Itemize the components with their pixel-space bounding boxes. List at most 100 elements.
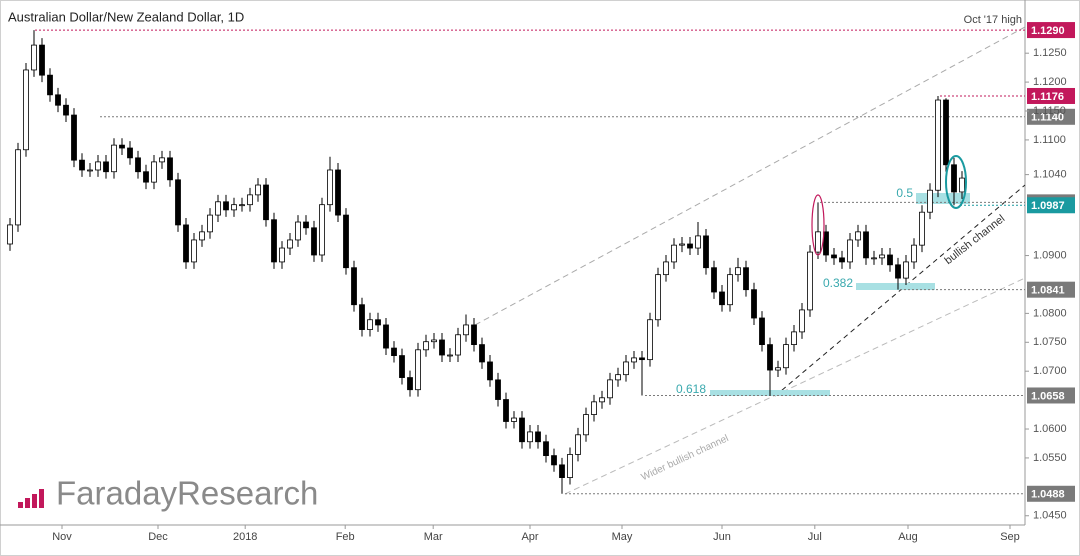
candle-body xyxy=(615,374,621,381)
candle-body xyxy=(295,221,301,241)
x-tick-label: 2018 xyxy=(233,531,257,543)
y-tick-label: 1.0800 xyxy=(1033,307,1067,319)
candle-body xyxy=(335,169,341,216)
candle-body xyxy=(839,257,845,263)
candle-body xyxy=(831,254,837,259)
candle-body xyxy=(959,177,965,193)
candle-body xyxy=(703,235,709,269)
candle-body xyxy=(895,264,901,279)
level-label: 1.0488 xyxy=(1031,489,1065,501)
candle-body xyxy=(343,214,349,269)
candle-body xyxy=(575,434,581,455)
candle-body xyxy=(7,224,13,245)
candle-body xyxy=(47,74,53,96)
candle-body xyxy=(935,99,941,191)
candle-body xyxy=(583,414,589,436)
candle-body xyxy=(567,454,573,478)
logo: FaradayResearch xyxy=(18,475,318,512)
highlight-ellipse xyxy=(945,155,967,209)
candle-body xyxy=(767,344,773,371)
candle-body xyxy=(711,267,717,293)
candle-body xyxy=(775,367,781,371)
candle-body xyxy=(431,339,437,343)
y-tick-label: 1.0600 xyxy=(1033,423,1067,435)
candle-body xyxy=(759,317,765,346)
fib-zone xyxy=(916,193,970,204)
candle-body xyxy=(495,379,501,400)
candle-body xyxy=(751,289,757,319)
candle-body xyxy=(151,161,157,183)
candle-body xyxy=(135,157,141,173)
candle-body xyxy=(823,231,829,256)
x-tick-label: Mar xyxy=(424,531,443,543)
candle-body xyxy=(455,334,461,356)
candle-body xyxy=(103,161,109,173)
candle-body xyxy=(175,179,181,226)
candle-body xyxy=(887,254,893,266)
candle-body xyxy=(231,204,237,211)
candle-body xyxy=(95,161,101,171)
candle-body xyxy=(167,157,173,181)
candle-body xyxy=(143,171,149,183)
candle-body xyxy=(631,357,637,363)
candle-body xyxy=(727,274,733,306)
candle-body xyxy=(591,401,597,415)
level-box xyxy=(1027,197,1075,214)
candle-body xyxy=(663,261,669,276)
candle-body xyxy=(127,147,133,159)
candle-body xyxy=(559,464,565,478)
candle-body xyxy=(183,224,189,263)
x-tick-label: Aug xyxy=(898,531,918,543)
highlight-ellipse xyxy=(811,194,825,256)
fib-zone xyxy=(856,283,935,290)
logo-bar xyxy=(25,498,30,508)
y-tick-label: 1.0550 xyxy=(1033,452,1067,464)
candle-body xyxy=(383,324,389,349)
logo-bar xyxy=(39,489,44,508)
candle-body xyxy=(31,44,37,71)
candle-body xyxy=(783,344,789,369)
x-tick-label: Nov xyxy=(52,531,72,543)
y-tick-label: 1.1150 xyxy=(1033,105,1066,117)
candle-body xyxy=(855,231,861,241)
candle-body xyxy=(639,357,645,361)
candle-body xyxy=(23,69,29,151)
candle-body xyxy=(191,239,197,263)
candle-body xyxy=(599,397,605,403)
y-tick-label: 1.0700 xyxy=(1033,365,1067,377)
candle-body xyxy=(743,267,749,291)
y-tick-label: 1.0900 xyxy=(1033,249,1067,261)
x-tick-label: May xyxy=(612,531,633,543)
candle-body xyxy=(911,244,917,263)
x-tick-label: Jul xyxy=(808,531,822,543)
candle-body xyxy=(543,441,549,457)
level-box xyxy=(1027,22,1075,39)
bullish-channel-line xyxy=(774,184,1026,397)
candle-body xyxy=(423,341,429,351)
candle-body xyxy=(735,267,741,276)
candle-body xyxy=(503,399,509,422)
candle-body xyxy=(247,194,253,206)
candle-body xyxy=(119,144,125,149)
y-tick-label: 1.1100 xyxy=(1033,134,1066,146)
candle-body xyxy=(391,347,397,356)
candle-body xyxy=(311,227,317,256)
candle-body xyxy=(271,219,277,263)
x-tick-label: Apr xyxy=(521,531,538,543)
level-box xyxy=(1027,387,1075,404)
candle-body xyxy=(679,243,685,246)
wider-channel-line xyxy=(564,277,1026,495)
level-label: 1.0987 xyxy=(1031,200,1065,212)
candle-body xyxy=(463,324,469,336)
candle-body xyxy=(359,304,365,330)
candle-body xyxy=(479,344,485,363)
annotation: Oct '17 high xyxy=(964,14,1022,26)
x-tick-label: Jun xyxy=(713,531,731,543)
level-label: 1.1140 xyxy=(1031,112,1064,124)
logo-text: FaradayResearch xyxy=(56,475,318,512)
y-tick-label: 1.0450 xyxy=(1033,510,1067,522)
candle-body xyxy=(255,184,261,196)
level-box xyxy=(1027,281,1075,298)
